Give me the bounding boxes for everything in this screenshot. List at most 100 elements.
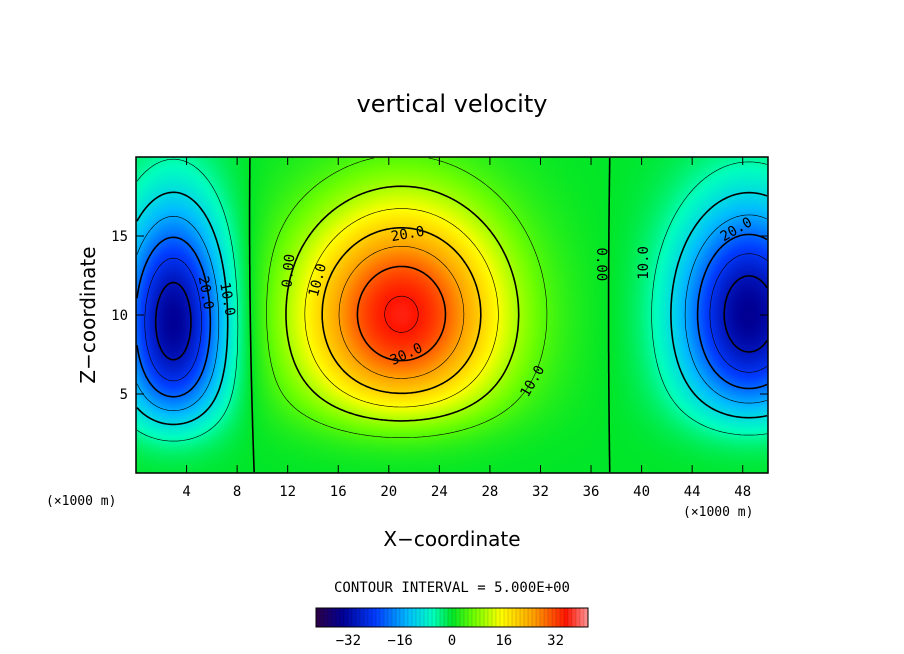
colorbar-cell [556, 608, 561, 627]
contour-line [338, 246, 465, 379]
colorbar-cell [492, 608, 497, 627]
colorbar-cell [348, 608, 353, 627]
colorbar-cell [468, 608, 473, 627]
colorbar-cell [356, 608, 361, 627]
colorbar-cell [324, 608, 329, 627]
colorbar-tick-label: 0 [448, 633, 456, 649]
colorbar-cell [316, 608, 321, 627]
colorbar-cell [372, 608, 377, 627]
colorbar-cell [364, 608, 369, 627]
colorbar-cell [360, 608, 365, 627]
contour-label: 10.0 [636, 246, 652, 280]
colorbar-cell [508, 608, 513, 627]
colorbar-cell [380, 608, 385, 627]
x-tick-label: 24 [431, 484, 448, 500]
colorbar-cell [500, 608, 505, 627]
colorbar-cell [552, 608, 557, 627]
contour-line [321, 227, 482, 395]
colorbar-tick-label: −16 [388, 633, 413, 649]
colorbar-cell [408, 608, 413, 627]
colorbar-cell [488, 608, 493, 627]
x-tick-label: 28 [481, 484, 498, 500]
colorbar-cell [444, 608, 449, 627]
colorbar-cell [416, 608, 421, 627]
colorbar-cell [576, 608, 581, 627]
x-tick-label: 48 [734, 484, 751, 500]
contour-line [136, 233, 768, 398]
y-tick-label: 10 [111, 308, 128, 324]
colorbar-cell [448, 608, 453, 627]
contour-label: 0.00 [279, 253, 298, 288]
colorbar-cell [460, 608, 465, 627]
x-unit-label-right: (×1000 m) [683, 505, 753, 520]
colorbar-cell [340, 608, 345, 627]
colorbar-cell [464, 608, 469, 627]
colorbar-cell [528, 608, 533, 627]
colorbar-cell [328, 608, 333, 627]
contour-line [144, 253, 768, 382]
colorbar-cell [452, 608, 457, 627]
colorbar-cell [420, 608, 425, 627]
contour-interval-label: CONTOUR INTERVAL = 5.000E+00 [334, 580, 570, 596]
x-tick-label: 16 [330, 484, 347, 500]
colorbar-cell [320, 608, 325, 627]
colorbar-cell [376, 608, 381, 627]
colorbar-cell [532, 608, 537, 627]
contour-line [285, 185, 520, 422]
x-tick-label: 40 [633, 484, 650, 500]
colorbar-cell [336, 608, 341, 627]
colorbar-cell [536, 608, 541, 627]
colorbar-cell [516, 608, 521, 627]
colorbar-cell [512, 608, 517, 627]
colorbar-cell [484, 608, 489, 627]
colorbar-cell [524, 608, 529, 627]
colorbar-cell [480, 608, 485, 627]
contour-lines [136, 157, 768, 473]
colorbar-cell [496, 608, 501, 627]
colorbar-cell [572, 608, 577, 627]
colorbar-cell [564, 608, 569, 627]
colorbar: −32 −16 0 16 32 [315, 607, 589, 649]
x-tick-label: 20 [380, 484, 397, 500]
x-tick-label: 44 [684, 484, 701, 500]
contour-label: 0.00 [593, 248, 609, 282]
colorbar-cell [412, 608, 417, 627]
contour-line [248, 158, 611, 473]
colorbar-cell [440, 608, 445, 627]
contour-line [356, 265, 447, 362]
colorbar-cell [432, 608, 437, 627]
colorbar-cell [344, 608, 349, 627]
contour-line [154, 275, 768, 361]
colorbar-cell [352, 608, 357, 627]
colorbar-cell [388, 608, 393, 627]
contour-line [136, 191, 768, 426]
contour-line [136, 158, 768, 442]
x-tick-label: 32 [532, 484, 549, 500]
colorbar-tick-label: 16 [495, 633, 512, 649]
x-axis-ticks: 4 8 12 16 20 24 28 32 36 40 44 48 [182, 157, 751, 500]
colorbar-tick-label: −32 [336, 633, 361, 649]
colorbar-cell [476, 608, 481, 627]
contour-line [136, 214, 768, 411]
colorbar-cell [384, 608, 389, 627]
x-tick-label: 36 [583, 484, 600, 500]
colorbar-ticks: −32 −16 0 16 32 [336, 633, 564, 649]
y-tick-label: 15 [111, 229, 128, 245]
contour-line [266, 157, 548, 438]
x-tick-label: 4 [182, 484, 190, 500]
colorbar-cell [540, 608, 545, 627]
colorbar-cell [332, 608, 337, 627]
x-tick-label: 12 [279, 484, 296, 500]
contour-line [304, 208, 499, 408]
contour-label: 20.0 [390, 224, 426, 246]
colorbar-cell [548, 608, 553, 627]
contour-line [384, 295, 419, 333]
colorbar-cell [580, 608, 585, 627]
colorbar-cell [396, 608, 401, 627]
contour-label: 10.0 [216, 281, 238, 317]
colorbar-cells [315, 608, 589, 627]
colorbar-cell [400, 608, 405, 627]
velocity-field-image [136, 157, 768, 473]
colorbar-cell [568, 608, 573, 627]
